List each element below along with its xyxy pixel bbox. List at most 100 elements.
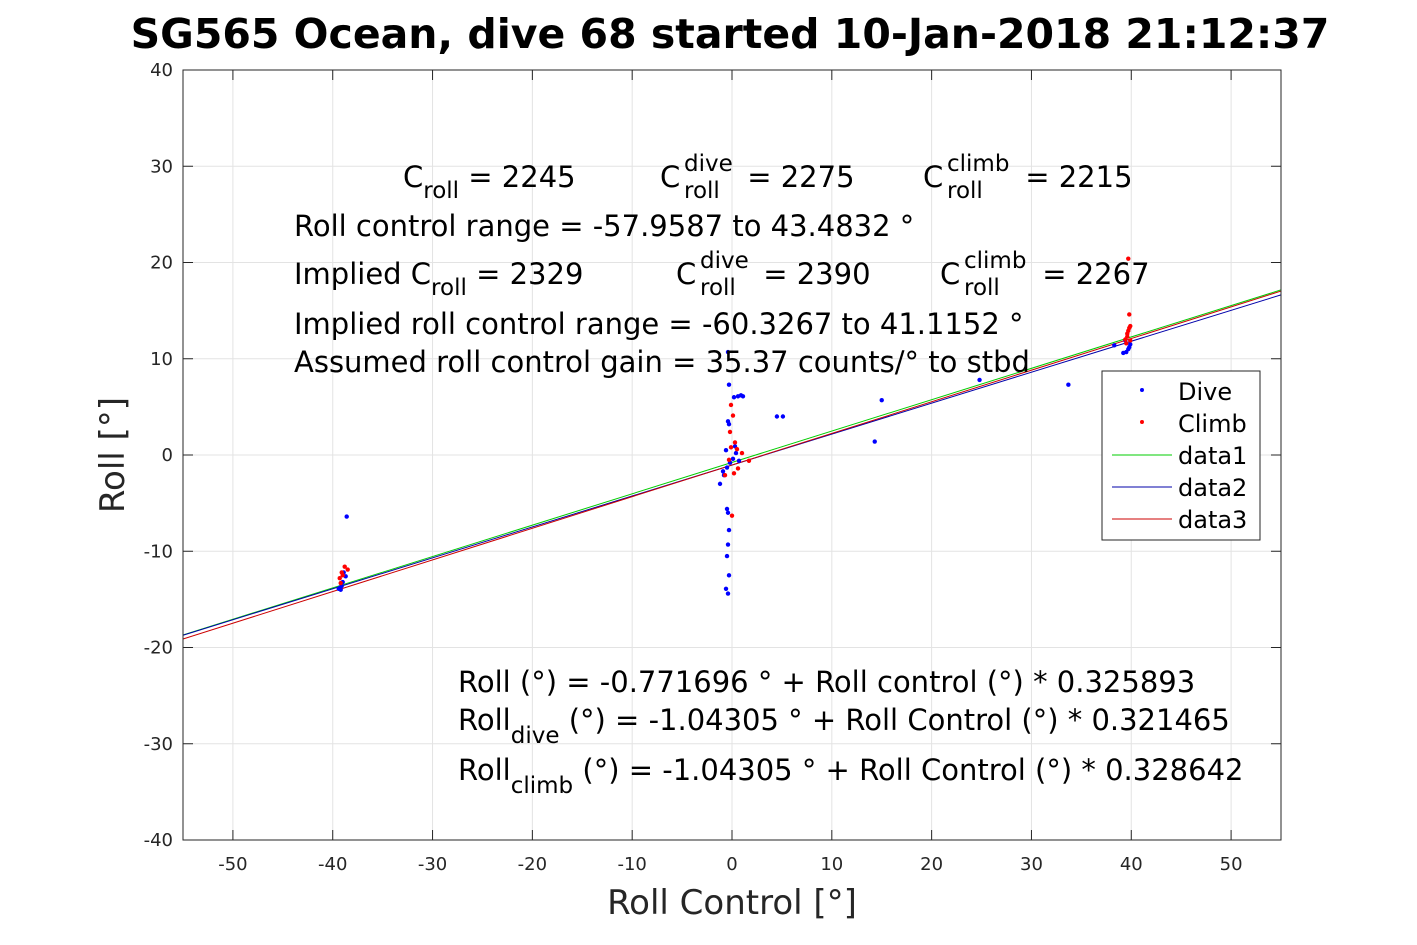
legend-label-data1: data1 bbox=[1178, 442, 1247, 470]
point-dive bbox=[725, 510, 731, 515]
point-dive bbox=[1112, 343, 1117, 348]
point-climb bbox=[739, 450, 745, 456]
point-climb bbox=[1126, 256, 1131, 261]
point-dive bbox=[724, 465, 730, 470]
regression-equation: Roll (°) = -0.771696 ° + Roll control (°… bbox=[458, 665, 1195, 699]
point-dive bbox=[723, 447, 729, 453]
point-climb bbox=[339, 570, 344, 575]
x-tick-label: -40 bbox=[318, 854, 347, 875]
x-tick-label: 10 bbox=[820, 854, 843, 875]
y-tick-label: -30 bbox=[144, 734, 173, 755]
y-tick-label: -20 bbox=[144, 638, 173, 659]
point-dive bbox=[725, 349, 731, 355]
point-climb bbox=[1128, 338, 1133, 343]
point-dive bbox=[726, 573, 732, 578]
x-tick-label: 20 bbox=[920, 854, 943, 875]
y-tick-label: 0 bbox=[162, 445, 173, 466]
x-tick-label: 30 bbox=[1020, 854, 1043, 875]
x-tick-label: 40 bbox=[1120, 854, 1143, 875]
axis-ticks: -50 -40 -30 -20 -10 0 10 20 30 40 50 -40 -30 -20 -10 0 1… bbox=[144, 60, 1281, 875]
point-climb bbox=[337, 576, 342, 581]
point-dive bbox=[724, 506, 730, 512]
point-climb bbox=[722, 473, 728, 478]
y-tick-label: 10 bbox=[150, 349, 173, 370]
point-dive bbox=[726, 527, 732, 533]
point-climb bbox=[1128, 323, 1133, 329]
point-climb bbox=[731, 471, 737, 476]
x-tick-label: 50 bbox=[1220, 854, 1243, 875]
implied-roll-control-range: Implied roll control range = -60.3267 to… bbox=[294, 307, 1024, 341]
point-climb bbox=[729, 513, 735, 518]
point-climb bbox=[746, 458, 752, 463]
y-tick-label: -10 bbox=[144, 541, 173, 562]
point-climb bbox=[732, 440, 738, 445]
point-dive bbox=[879, 397, 884, 403]
data-points bbox=[336, 256, 1133, 596]
chart-title: SG565 Ocean, dive 68 started 10-Jan-2018… bbox=[131, 10, 1330, 58]
legend-label-data3: data3 bbox=[1178, 506, 1247, 534]
y-tick-label: -40 bbox=[144, 830, 173, 851]
point-climb bbox=[1125, 334, 1130, 339]
point-dive bbox=[725, 591, 731, 596]
point-dive bbox=[336, 586, 341, 591]
regression-equation-dive: Rolldive (°) = -1.04305 ° + Roll Control… bbox=[458, 703, 1230, 749]
point-climb bbox=[735, 466, 741, 471]
y-tick-label: 20 bbox=[150, 253, 173, 274]
point-climb bbox=[728, 445, 734, 450]
y-tick-label: 40 bbox=[150, 60, 173, 81]
x-tick-label: -10 bbox=[617, 854, 646, 875]
x-tick-label: 0 bbox=[726, 854, 737, 875]
legend-label-climb: Climb bbox=[1178, 410, 1247, 438]
roll-control-range: Roll control range = -57.9587 to 43.4832… bbox=[294, 209, 914, 243]
x-tick-label: -50 bbox=[218, 854, 247, 875]
point-dive bbox=[730, 456, 736, 462]
point-climb bbox=[1127, 312, 1132, 317]
x-axis-label: Roll Control [°] bbox=[607, 883, 857, 923]
point-dive bbox=[1127, 345, 1132, 350]
point-dive bbox=[872, 439, 877, 444]
point-dive bbox=[726, 422, 732, 427]
point-dive bbox=[731, 395, 737, 400]
point-dive bbox=[977, 377, 982, 383]
assumed-roll-control-gain: Assumed roll control gain = 35.37 counts… bbox=[294, 345, 1030, 379]
point-dive bbox=[717, 481, 723, 487]
point-climb bbox=[734, 447, 740, 452]
legend-marker-climb bbox=[1140, 420, 1144, 424]
point-climb bbox=[727, 429, 733, 435]
point-dive bbox=[724, 553, 730, 559]
point-climb bbox=[1126, 328, 1131, 334]
y-axis-label: Roll [°] bbox=[93, 397, 133, 513]
point-dive bbox=[780, 414, 786, 419]
x-tick-label: -20 bbox=[518, 854, 547, 875]
legend: Dive Climb data1 data2 data3 bbox=[1101, 370, 1261, 541]
point-dive bbox=[733, 450, 739, 456]
legend-label-dive: Dive bbox=[1178, 378, 1232, 406]
point-dive bbox=[740, 394, 746, 399]
point-climb bbox=[728, 402, 734, 408]
legend-marker-dive bbox=[1140, 388, 1144, 392]
y-tick-label: 30 bbox=[150, 156, 173, 177]
point-dive bbox=[736, 458, 742, 463]
legend-label-data2: data2 bbox=[1178, 474, 1247, 502]
x-tick-label: -30 bbox=[418, 854, 447, 875]
point-dive bbox=[720, 469, 726, 474]
point-dive bbox=[774, 414, 780, 419]
point-dive bbox=[1066, 382, 1071, 387]
point-climb bbox=[338, 580, 343, 586]
implied-c-roll-label: Implied Croll = 2329 bbox=[294, 257, 583, 301]
point-dive bbox=[726, 382, 732, 387]
point-climb bbox=[1124, 341, 1129, 346]
fit-line-data3 bbox=[182, 290, 1282, 640]
c-roll-label: Croll = 2245 bbox=[403, 160, 576, 204]
point-climb bbox=[345, 567, 350, 572]
point-dive bbox=[723, 586, 729, 591]
point-climb bbox=[726, 457, 732, 463]
point-dive bbox=[725, 542, 731, 547]
regression-equation-climb: Rollclimb (°) = -1.04305 ° + Roll Contro… bbox=[458, 753, 1243, 799]
